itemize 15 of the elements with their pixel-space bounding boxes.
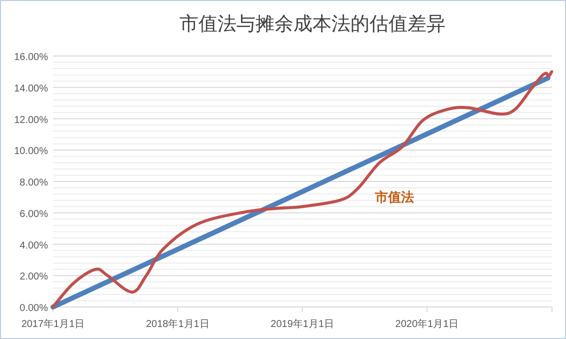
chart-title: 市值法与摊余成本法的估值差异 (180, 13, 446, 35)
y-tick-label: 12.00% (14, 114, 48, 126)
y-tick-label: 0.00% (20, 303, 48, 314)
x-tick-label: 2017年1月1日 (21, 318, 85, 330)
y-tick-label: 2.00% (20, 272, 48, 283)
y-tick-label: 6.00% (20, 208, 48, 220)
x-tick-label: 2018年1月1日 (146, 318, 210, 330)
y-tick-label: 8.00% (20, 178, 48, 188)
x-tick-label: 2020年1月1日 (395, 318, 459, 330)
y-tick-label: 4.00% (20, 240, 48, 252)
x-tick-label: 2019年1月1日 (270, 318, 334, 330)
series-label: 市值法 (374, 189, 414, 204)
y-tick-label: 16.00% (14, 52, 48, 63)
y-tick-label: 14.00% (14, 83, 48, 94)
y-tick-label: 10.00% (14, 146, 48, 158)
